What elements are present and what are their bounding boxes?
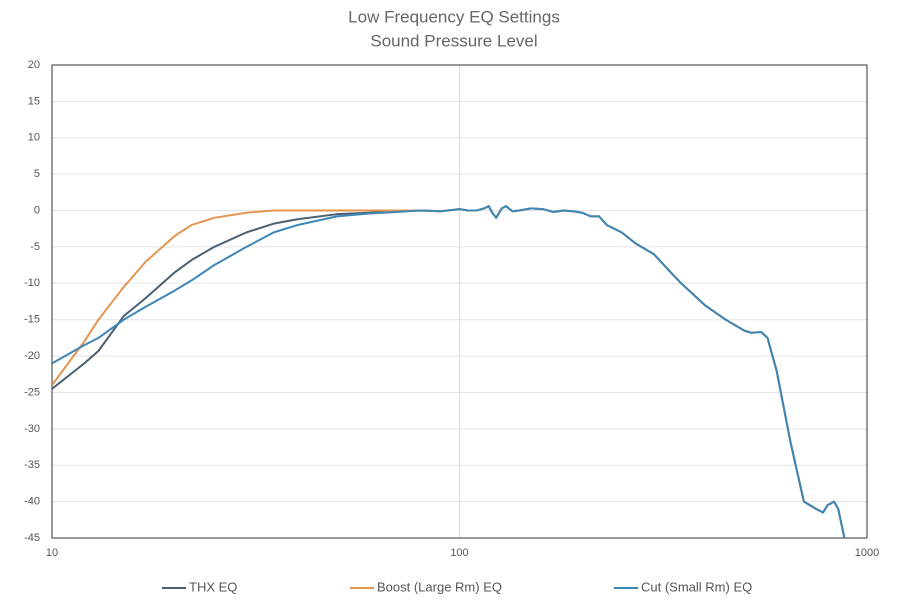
series-line: [52, 205, 846, 538]
y-tick-label: 5: [34, 168, 40, 180]
chart-title: Low Frequency EQ Settings: [348, 7, 560, 26]
y-tick-label: -15: [24, 314, 40, 326]
y-tick-label: -30: [24, 423, 40, 435]
plot-border: [51, 64, 868, 539]
y-tick-label: -5: [30, 241, 40, 253]
series-line: [52, 205, 846, 538]
legend-label: THX EQ: [189, 579, 237, 594]
y-tick-label: -45: [24, 532, 40, 544]
y-tick-label: 20: [28, 59, 40, 71]
x-tick-label: 100: [450, 547, 468, 559]
series-line: [52, 205, 846, 538]
y-tick-label: -35: [24, 459, 40, 471]
plot-area: [52, 205, 846, 538]
y-tick-label: -25: [24, 386, 40, 398]
legend-label: Cut (Small Rm) EQ: [641, 579, 752, 594]
x-tick-label: 1000: [855, 547, 879, 559]
chart-subtitle: Sound Pressure Level: [370, 31, 537, 50]
legend-label: Boost (Large Rm) EQ: [377, 579, 502, 594]
y-tick-label: -10: [24, 277, 40, 289]
y-tick-label: -20: [24, 350, 40, 362]
x-tick-label: 10: [46, 547, 58, 559]
y-tick-label: 15: [28, 95, 40, 107]
y-tick-label: -40: [24, 496, 40, 508]
y-tick-label: 0: [34, 204, 40, 216]
y-tick-label: 10: [28, 132, 40, 144]
